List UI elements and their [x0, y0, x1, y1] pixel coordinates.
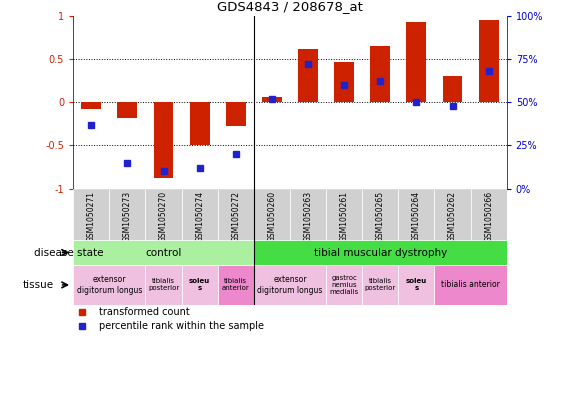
Bar [73, 189, 109, 240]
Bar [254, 240, 507, 265]
Bar [190, 102, 209, 145]
Bar [145, 265, 181, 305]
Bar [290, 189, 326, 240]
Bar [362, 189, 399, 240]
Text: control: control [145, 248, 182, 257]
Bar [262, 97, 282, 102]
Bar [443, 76, 462, 102]
Bar [226, 102, 245, 125]
Text: soleu
s: soleu s [406, 278, 427, 292]
Text: GSM1050272: GSM1050272 [231, 191, 240, 242]
Text: GSM1050264: GSM1050264 [412, 191, 421, 242]
Bar [362, 265, 399, 305]
Bar [154, 102, 173, 178]
Text: tibialis
posterior: tibialis posterior [148, 278, 179, 292]
Bar [479, 20, 499, 102]
Bar [399, 265, 435, 305]
Bar [370, 46, 390, 102]
Text: tibial muscular dystrophy: tibial muscular dystrophy [314, 248, 447, 257]
Text: soleu
s: soleu s [189, 278, 210, 292]
Bar [399, 189, 435, 240]
Text: tibialis
posterior: tibialis posterior [365, 278, 396, 292]
Text: GSM1050270: GSM1050270 [159, 191, 168, 242]
Bar [435, 265, 507, 305]
Text: transformed count: transformed count [99, 307, 190, 317]
Bar [471, 189, 507, 240]
Bar [73, 265, 145, 305]
Text: GSM1050271: GSM1050271 [87, 191, 96, 242]
Bar [326, 265, 362, 305]
Bar [81, 102, 101, 109]
Text: GSM1050260: GSM1050260 [267, 191, 276, 242]
Bar [254, 265, 326, 305]
Text: disease state: disease state [34, 248, 103, 257]
Text: tibialis
anterior: tibialis anterior [222, 278, 249, 292]
Text: extensor
digitorum longus: extensor digitorum longus [77, 275, 142, 295]
Title: GDS4843 / 208678_at: GDS4843 / 208678_at [217, 0, 363, 13]
Bar [298, 49, 318, 102]
Bar [181, 265, 218, 305]
Bar [218, 189, 254, 240]
Bar [118, 102, 137, 118]
Bar [181, 189, 218, 240]
Bar [334, 62, 354, 102]
Bar [109, 189, 145, 240]
Bar [145, 189, 181, 240]
Text: GSM1050274: GSM1050274 [195, 191, 204, 242]
Bar [218, 265, 254, 305]
Text: GSM1050273: GSM1050273 [123, 191, 132, 242]
Text: tibialis anterior: tibialis anterior [441, 281, 500, 289]
Text: GSM1050262: GSM1050262 [448, 191, 457, 242]
Text: GSM1050263: GSM1050263 [303, 191, 312, 242]
Text: GSM1050261: GSM1050261 [339, 191, 348, 242]
Bar [73, 240, 254, 265]
Bar [254, 189, 290, 240]
Bar [435, 189, 471, 240]
Text: gastroc
nemius
medialis: gastroc nemius medialis [329, 275, 359, 295]
Bar [326, 189, 362, 240]
Text: tissue: tissue [23, 280, 53, 290]
Bar [406, 22, 426, 102]
Text: percentile rank within the sample: percentile rank within the sample [99, 321, 264, 331]
Text: GSM1050266: GSM1050266 [484, 191, 493, 242]
Text: GSM1050265: GSM1050265 [376, 191, 385, 242]
Text: extensor
digitorum longus: extensor digitorum longus [257, 275, 323, 295]
